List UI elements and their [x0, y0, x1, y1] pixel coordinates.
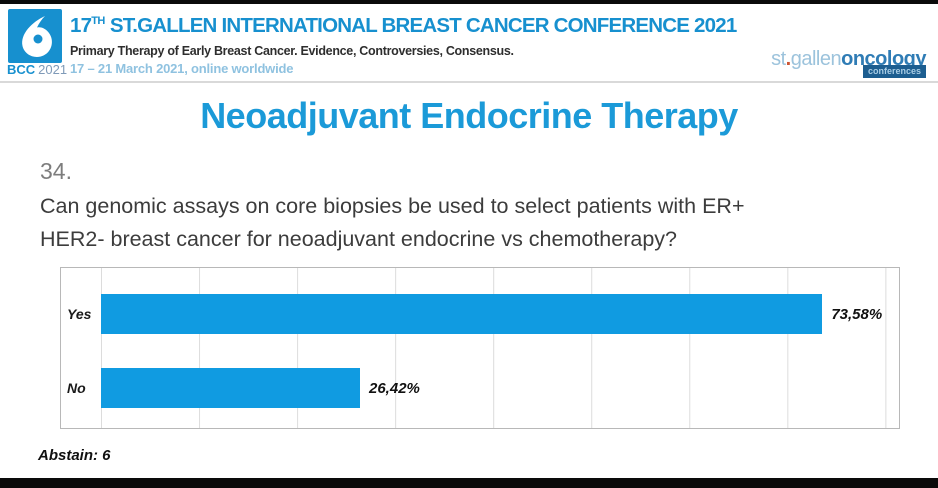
logo-conferences-badge: conferences: [862, 65, 926, 78]
bcc-logo-drop-icon: [8, 16, 62, 67]
top-black-bar: [0, 0, 938, 4]
bcc-wordmark: BCC 2021: [7, 62, 77, 77]
chart-rows: Yes 73,58% No 26,42%: [61, 268, 899, 428]
header-separator: [0, 81, 938, 83]
question-line-2: HER2- breast cancer for neoadjuvant endo…: [40, 227, 677, 251]
bcc-year: 2021: [38, 62, 68, 77]
slide-title: Neoadjuvant Endocrine Therapy: [200, 95, 738, 136]
bar-yes: [101, 294, 823, 334]
chart-row-no: No 26,42%: [61, 368, 899, 408]
conference-subtitle: Primary Therapy of Early Breast Cancer. …: [70, 43, 514, 58]
poll-results-chart: Yes 73,58% No 26,42%: [60, 267, 900, 429]
conference-header: 17TH ST.GALLEN INTERNATIONAL BREAST CANCE…: [70, 8, 737, 77]
bar-no: [101, 368, 360, 408]
question-line-1: Can genomic assays on core biopsies be u…: [40, 194, 745, 218]
logo-gallen: gallen: [790, 48, 842, 70]
question-number: 34.: [40, 158, 72, 184]
conference-title-ordinal: TH: [91, 15, 105, 27]
bar-label-yes: Yes: [67, 306, 92, 322]
bcc-label: BCC: [7, 62, 36, 77]
conference-title-number: 17: [70, 13, 92, 37]
bottom-black-bar: [0, 478, 938, 488]
bar-value-no: 26,42%: [369, 379, 420, 397]
bar-value-yes: 73,58%: [831, 305, 883, 323]
logo-oncology: oncology: [841, 48, 926, 70]
question-text: Can genomic assays on core biopsies be u…: [40, 190, 860, 256]
logo-st: st: [771, 48, 786, 70]
abstain-count: Abstain: 6: [38, 447, 111, 464]
chart-row-yes: Yes 73,58%: [61, 294, 899, 334]
conference-dates: 17 – 21 March 2021, online worldwide: [70, 60, 294, 76]
conference-title-text: ST.GALLEN INTERNATIONAL BREAST CANCER CO…: [109, 13, 737, 37]
bar-zone-yes: 73,58%: [101, 294, 899, 334]
bcc-logo: [8, 9, 62, 63]
logo-dot: .: [785, 48, 792, 70]
stgallen-oncology-logo: st.gallenoncology conferences: [771, 48, 926, 78]
bar-zone-no: 26,42%: [101, 368, 899, 408]
conference-title: 17TH ST.GALLEN INTERNATIONAL BREAST CANCE…: [70, 8, 737, 39]
bar-label-no: No: [67, 380, 86, 396]
